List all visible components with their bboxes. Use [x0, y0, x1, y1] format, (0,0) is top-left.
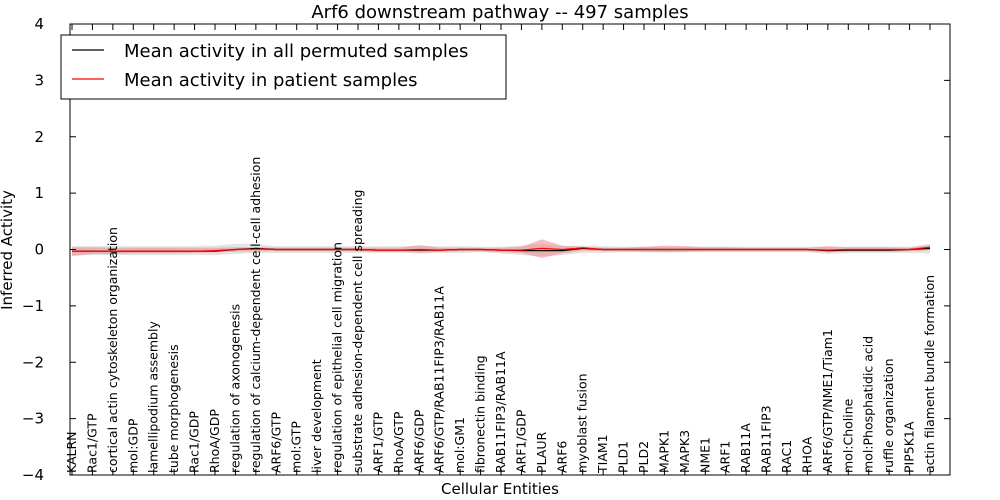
category-label: PLAUR — [534, 432, 549, 473]
category-label: cortical actin cytoskeleton organization — [105, 227, 120, 473]
category-label: PIP5K1A — [902, 421, 917, 473]
category-label: regulation of epithelial cell migration — [330, 242, 345, 473]
category-label: RAC1 — [779, 440, 794, 473]
x-axis-label: Cellular Entities — [441, 480, 559, 498]
category-label: ARF1/GTP — [370, 412, 385, 473]
category-label: Rac1/GDP — [187, 411, 202, 473]
category-label: MAPK1 — [656, 430, 671, 473]
category-label: MAPK3 — [677, 430, 692, 473]
category-label: regulation of axonogenesis — [227, 304, 242, 473]
line-series-1 — [72, 246, 931, 252]
category-label: ARF6/GDP — [411, 409, 426, 473]
category-label: RHOA — [799, 436, 814, 473]
confidence-bands — [72, 239, 930, 258]
legend-label-patient: Mean activity in patient samples — [124, 70, 418, 91]
category-label: regulation of calcium-dependent cell-cel… — [248, 157, 263, 473]
category-label: RAB11FIP3 — [759, 405, 774, 473]
category-label: mol:GTP — [289, 421, 304, 473]
category-label: RAB11FIP3/RAB11A — [493, 351, 508, 473]
x-axis — [71, 24, 931, 475]
category-label: tube morphogenesis — [166, 344, 181, 473]
band-series-1 — [72, 239, 930, 258]
category-label: ARF1/GDP — [513, 409, 528, 473]
category-label: mol:GM1 — [452, 417, 467, 473]
category-label: mol:Choline — [840, 398, 855, 473]
category-label: PLD1 — [616, 441, 631, 473]
category-label: TIAM1 — [595, 434, 610, 474]
y-tick-label: 2 — [34, 128, 44, 146]
category-label: myoblast fusion — [575, 373, 590, 473]
y-axis-label: Inferred Activity — [0, 190, 16, 310]
category-label: Rac1/GTP — [84, 413, 99, 473]
chart-title: Arf6 downstream pathway -- 497 samples — [311, 2, 688, 23]
category-label: RAB11A — [738, 423, 753, 473]
category-label: PLD2 — [636, 441, 651, 473]
category-labels: KALRN Rac1/GTP cortical actin cytoskeleton… — [64, 157, 937, 474]
y-axis: −4 −3 −2 −1 0 1 2 3 4 — [22, 15, 950, 484]
legend-box — [60, 34, 507, 100]
category-label: ARF6 — [554, 441, 569, 473]
y-tick-label: 0 — [34, 241, 44, 259]
y-tick-label: −3 — [22, 410, 44, 428]
category-label: KALRN — [64, 431, 79, 473]
category-label: ARF6/GTP/NME1/Tiam1 — [820, 329, 835, 473]
y-tick-label: 1 — [34, 184, 44, 202]
category-label: mol:GDP — [125, 418, 140, 473]
legend: Mean activity in all permuted samples Me… — [60, 34, 507, 100]
category-label: lamellipodium assembly — [146, 321, 161, 473]
category-label: ruffle organization — [881, 358, 896, 473]
category-label: NME1 — [697, 437, 712, 473]
y-tick-label: 3 — [34, 71, 44, 89]
y-tick-label: 4 — [34, 15, 44, 33]
category-label: fibronectin binding — [473, 355, 488, 473]
category-label: liver development — [309, 359, 324, 473]
y-tick-label: −4 — [22, 466, 44, 484]
category-label: ARF6/GTP/RAB11FIP3/RAB11A — [432, 286, 447, 473]
category-label: substrate adhesion-dependent cell spread… — [350, 190, 365, 473]
category-label: ARF1 — [718, 441, 733, 473]
category-label: actin filament bundle formation — [922, 275, 937, 473]
series-lines — [72, 246, 931, 252]
category-label: RhoA/GTP — [391, 411, 406, 473]
y-tick-label: −1 — [22, 297, 44, 315]
legend-label-permuted: Mean activity in all permuted samples — [124, 41, 468, 62]
category-label: mol:Phosphatidic acid — [861, 336, 876, 473]
y-tick-label: −2 — [22, 353, 44, 371]
category-label: RhoA/GDP — [207, 409, 222, 473]
category-label: ARF6/GTP — [268, 412, 283, 473]
